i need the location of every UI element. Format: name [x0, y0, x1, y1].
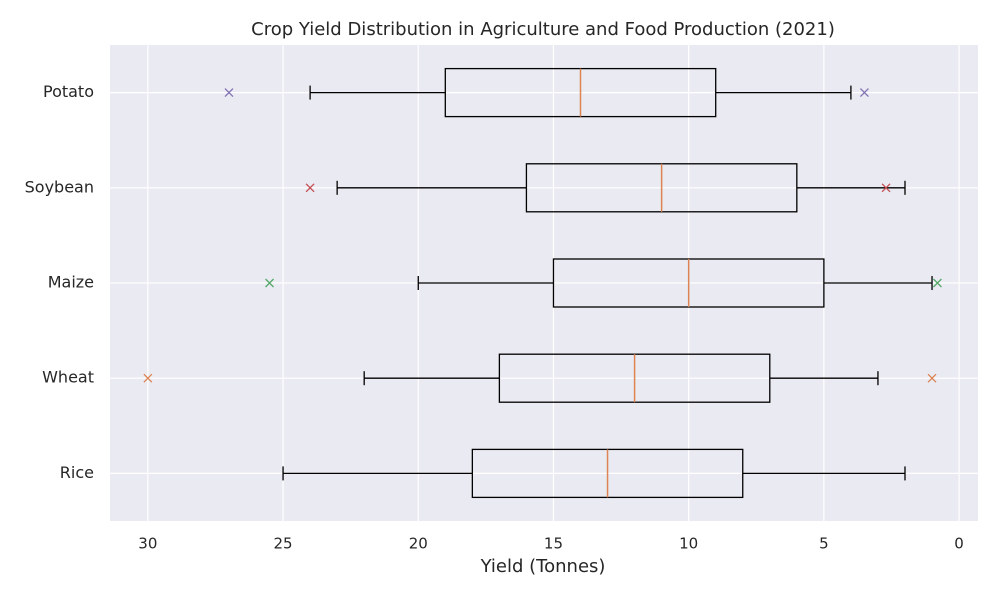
- outlier: [881, 183, 891, 193]
- outlier: [927, 373, 937, 383]
- y-tick-label: Rice: [60, 463, 94, 482]
- x-tick-label: 30: [138, 535, 157, 553]
- outlier: [224, 88, 234, 98]
- x-tick-label: 15: [544, 535, 563, 553]
- chart-title: Crop Yield Distribution in Agriculture a…: [251, 19, 835, 40]
- y-tick-label: Soybean: [25, 177, 94, 196]
- x-tick-label: 25: [274, 535, 293, 553]
- x-tick-label: 0: [954, 535, 964, 553]
- x-tick-label: 10: [679, 535, 698, 553]
- x-tick-label: 20: [409, 535, 428, 553]
- y-tick-label: Maize: [48, 273, 94, 292]
- y-tick-label: Wheat: [42, 368, 94, 387]
- outlier: [265, 278, 274, 288]
- x-tick-label: 5: [819, 535, 829, 553]
- outlier: [859, 88, 869, 98]
- outlier: [143, 373, 153, 383]
- x-axis-label: Yield (Tonnes): [480, 556, 606, 577]
- outlier: [305, 183, 315, 193]
- y-tick-label: Potato: [43, 82, 94, 101]
- outlier: [932, 278, 942, 288]
